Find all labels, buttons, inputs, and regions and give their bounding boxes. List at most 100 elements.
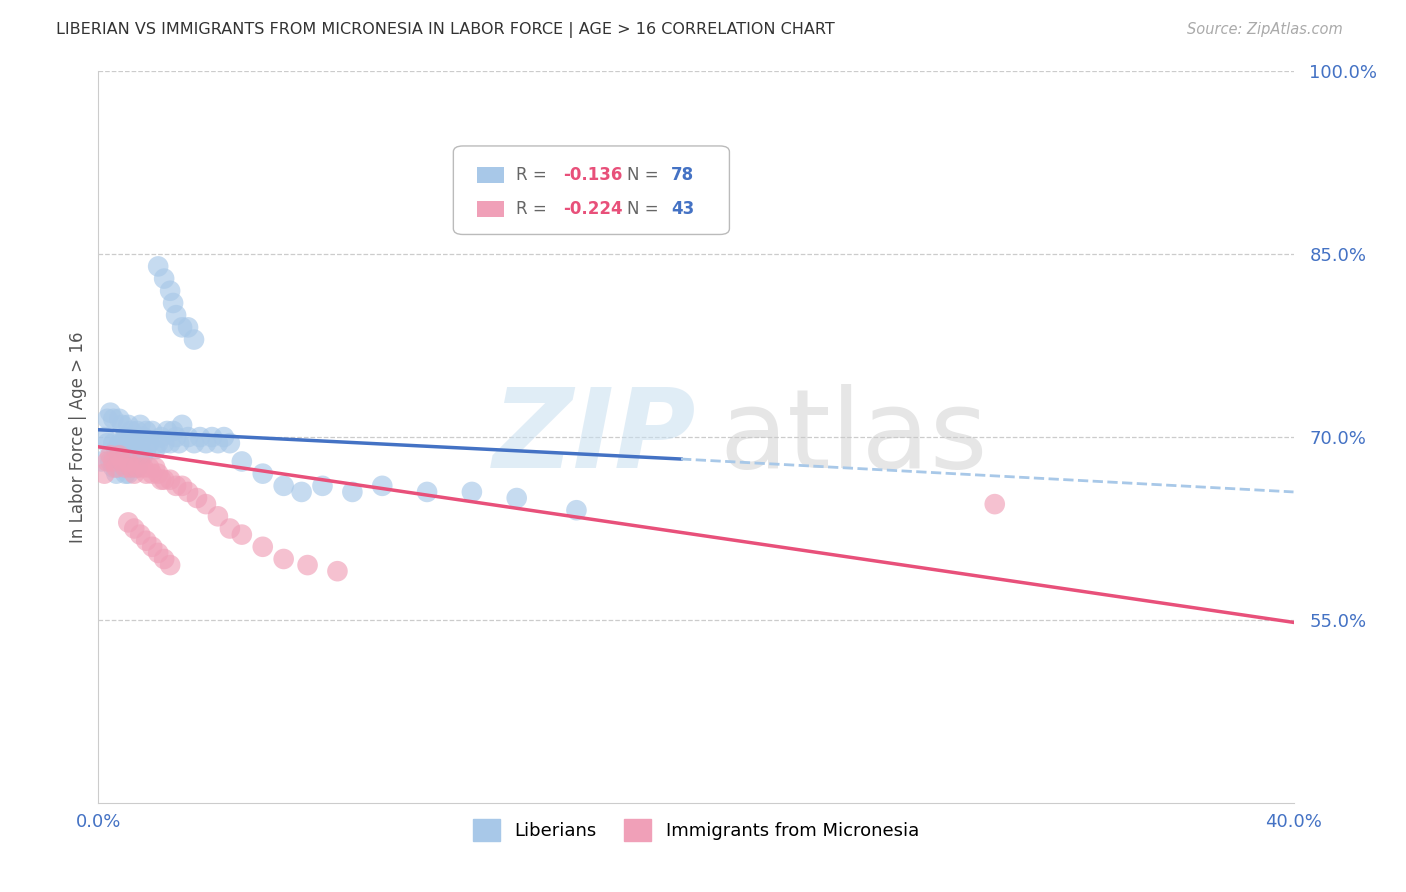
Y-axis label: In Labor Force | Age > 16: In Labor Force | Age > 16 [69, 331, 87, 543]
Point [111, 454, 134, 468]
Point [93, 430, 115, 444]
Point [96, 454, 118, 468]
Point [195, 497, 218, 511]
Point [108, 448, 131, 462]
Point [124, 467, 146, 481]
Point [114, 467, 136, 481]
Point [162, 296, 184, 310]
Point [565, 503, 588, 517]
Point [103, 412, 125, 426]
Point [212, 430, 235, 444]
Point [135, 467, 157, 481]
Point [105, 460, 128, 475]
Point [165, 308, 187, 322]
Point [273, 552, 295, 566]
Point [153, 271, 176, 285]
Point [159, 284, 181, 298]
Text: 43: 43 [671, 201, 695, 219]
Point [127, 460, 149, 475]
Point [159, 473, 181, 487]
Point [108, 436, 131, 450]
Point [162, 424, 184, 438]
Point [127, 460, 149, 475]
Point [231, 454, 253, 468]
Point [291, 484, 314, 499]
Point [98, 454, 122, 468]
Bar [477, 167, 503, 183]
Point [252, 540, 274, 554]
Point [461, 484, 484, 499]
Point [129, 417, 152, 432]
Point [98, 406, 122, 420]
Text: Source: ZipAtlas.com: Source: ZipAtlas.com [1187, 22, 1343, 37]
Point [153, 552, 176, 566]
Point [297, 558, 319, 573]
Point [111, 436, 134, 450]
Point [103, 436, 125, 450]
Point [159, 558, 181, 573]
Text: 78: 78 [671, 166, 695, 184]
Point [135, 424, 157, 438]
Point [195, 436, 218, 450]
Point [132, 460, 155, 475]
Point [165, 479, 187, 493]
Point [148, 467, 170, 481]
Point [167, 436, 190, 450]
Point [114, 460, 136, 475]
Point [183, 333, 205, 347]
Point [311, 479, 333, 493]
Text: -0.136: -0.136 [564, 166, 623, 184]
Point [129, 436, 152, 450]
Point [183, 436, 205, 450]
Point [326, 564, 349, 578]
Point [143, 442, 166, 457]
Point [219, 521, 242, 535]
FancyBboxPatch shape [453, 146, 730, 235]
Point [984, 497, 1007, 511]
Point [135, 533, 157, 548]
Point [108, 460, 131, 475]
Point [117, 467, 139, 481]
Point [103, 454, 125, 468]
Point [127, 424, 149, 438]
Point [111, 454, 134, 468]
Point [114, 448, 136, 462]
Text: -0.224: -0.224 [564, 201, 623, 219]
Point [117, 516, 139, 530]
Point [172, 320, 194, 334]
Point [129, 527, 152, 541]
Point [96, 436, 118, 450]
Text: LIBERIAN VS IMMIGRANTS FROM MICRONESIA IN LABOR FORCE | AGE > 16 CORRELATION CHA: LIBERIAN VS IMMIGRANTS FROM MICRONESIA I… [56, 22, 835, 38]
Point [135, 442, 157, 457]
Point [141, 540, 163, 554]
Text: ZIP: ZIP [492, 384, 696, 491]
Point [120, 460, 142, 475]
Point [120, 442, 142, 457]
Point [252, 467, 274, 481]
Point [124, 454, 146, 468]
Point [143, 460, 166, 475]
Point [172, 417, 194, 432]
Point [201, 430, 224, 444]
Text: atlas: atlas [720, 384, 988, 491]
Point [129, 448, 152, 462]
Legend: Liberians, Immigrants from Micronesia: Liberians, Immigrants from Micronesia [465, 812, 927, 848]
Point [120, 424, 142, 438]
Point [141, 424, 163, 438]
Point [132, 430, 155, 444]
Point [506, 491, 529, 505]
Point [124, 521, 146, 535]
Bar [477, 202, 503, 218]
Point [114, 430, 136, 444]
Point [105, 467, 128, 481]
Point [120, 460, 142, 475]
Text: R =: R = [516, 201, 551, 219]
Point [273, 479, 295, 493]
Point [342, 484, 364, 499]
Point [96, 412, 118, 426]
Point [117, 454, 139, 468]
Point [165, 430, 187, 444]
Point [219, 436, 242, 450]
Point [105, 442, 128, 457]
Point [148, 546, 170, 560]
